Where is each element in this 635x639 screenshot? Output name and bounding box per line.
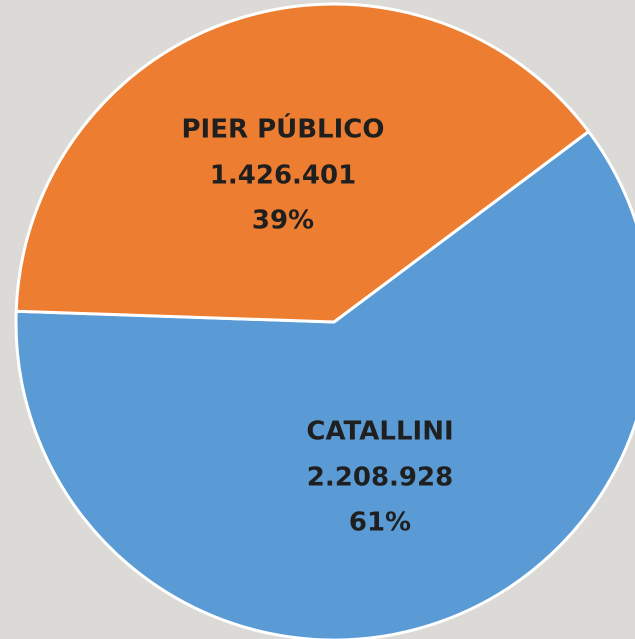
percent-label: 39% xyxy=(252,206,314,236)
percent-label: 61% xyxy=(349,508,411,538)
slice-label: CATALLINI xyxy=(306,417,453,447)
slice-label: PIER PÚBLICO xyxy=(182,113,385,145)
value-label: 1.426.401 xyxy=(210,161,356,191)
pie-slice xyxy=(14,129,635,639)
value-label: 2.208.928 xyxy=(307,463,453,493)
pie-slice xyxy=(14,2,591,324)
